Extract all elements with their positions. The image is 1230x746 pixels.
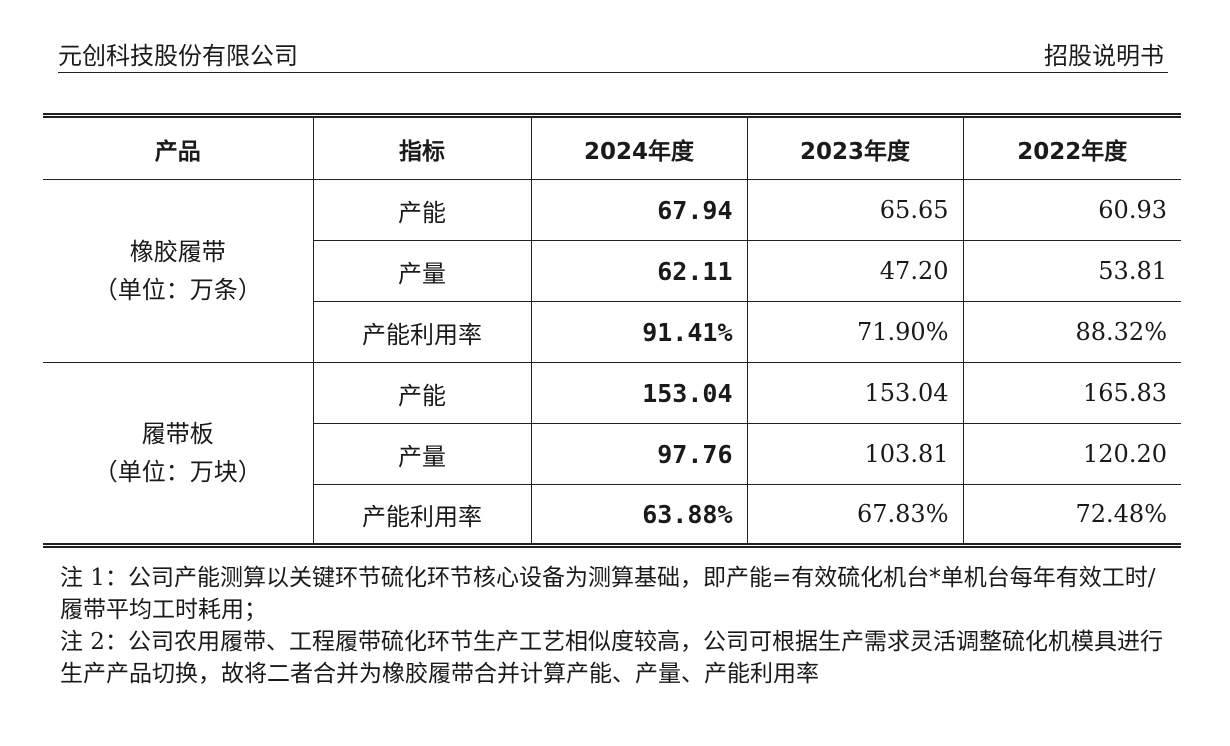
value-2022-cell: 88.32%	[962, 301, 1181, 363]
value-2022-cell: 60.93	[962, 179, 1181, 241]
metric-cell: 产能利用率	[313, 484, 532, 546]
capacity-table: 产品 指标 2024年度 2023年度 2022年度 橡胶履带 （单位：万条） …	[43, 113, 1181, 548]
product-name: 橡胶履带	[129, 238, 226, 266]
value-2022-cell: 120.20	[962, 423, 1181, 485]
product-unit: （单位：万条）	[93, 276, 262, 304]
value-2023-cell: 71.90%	[746, 301, 964, 363]
metric-cell: 产量	[313, 240, 532, 302]
table-notes: 注 1：公司产能测算以关键环节硫化环节核心设备为测算基础，即产能=有效硫化机台*…	[60, 562, 1170, 690]
value-2022-cell: 72.48%	[962, 484, 1181, 546]
value-2023-cell: 65.65	[746, 179, 964, 241]
value-2023-cell: 103.81	[746, 423, 964, 485]
company-name: 元创科技股份有限公司	[58, 42, 298, 70]
column-header-2023: 2023年度	[746, 115, 964, 180]
table-row: 产能利用率 63.88% 67.83% 72.48%	[43, 484, 1181, 546]
value-2023-cell: 67.83%	[746, 484, 964, 546]
value-2024-cell: 62.11	[530, 240, 748, 302]
value-2022-cell: 165.83	[962, 362, 1181, 424]
product-unit: （单位：万块）	[93, 458, 262, 486]
column-header-2022: 2022年度	[962, 115, 1181, 180]
metric-cell: 产能	[312, 362, 532, 424]
value-2024-cell: 67.94	[530, 179, 748, 241]
table-row: 橡胶履带 （单位：万条） 产能 67.94 65.65 60.93	[43, 179, 1181, 363]
table-row: 履带板 （单位：万块） 产能 153.04 153.04 165.83	[43, 362, 1181, 546]
table-row: 产量 62.11 47.20 53.81	[43, 240, 1181, 302]
column-header-metric: 指标	[312, 115, 532, 180]
value-2023-cell: 47.20	[746, 240, 964, 302]
product-name: 履带板	[141, 420, 214, 448]
value-2024-cell: 97.76	[530, 423, 748, 485]
column-header-product: 产品	[43, 115, 314, 180]
header-divider	[58, 72, 1168, 73]
value-2024-cell: 153.04	[530, 362, 748, 424]
table-row: 产量 97.76 103.81 120.20	[43, 423, 1181, 485]
table-header-row: 产品 指标 2024年度 2023年度 2022年度	[43, 115, 1181, 180]
product-cell-track-plate: 履带板 （单位：万块）	[43, 362, 314, 546]
metric-cell: 产量	[313, 423, 532, 485]
product-cell-rubber-track: 橡胶履带 （单位：万条）	[43, 179, 314, 363]
column-header-2024: 2024年度	[530, 115, 748, 180]
value-2024-cell: 63.88%	[530, 484, 748, 546]
note-1: 注 1：公司产能测算以关键环节硫化环节核心设备为测算基础，即产能=有效硫化机台*…	[60, 565, 1156, 623]
value-2024-cell: 91.41%	[530, 301, 748, 363]
note-2: 注 2：公司农用履带、工程履带硫化环节生产工艺相似度较高，公司可根据生产需求灵活…	[60, 629, 1163, 687]
value-2022-cell: 53.81	[962, 240, 1181, 302]
metric-cell: 产能利用率	[313, 301, 532, 363]
table-row: 产能利用率 91.41% 71.90% 88.32%	[43, 301, 1181, 363]
capacity-table-container: 产品 指标 2024年度 2023年度 2022年度 橡胶履带 （单位：万条） …	[43, 113, 1181, 548]
value-2023-cell: 153.04	[746, 362, 964, 424]
document-type: 招股说明书	[1044, 42, 1164, 70]
metric-cell: 产能	[312, 179, 532, 241]
